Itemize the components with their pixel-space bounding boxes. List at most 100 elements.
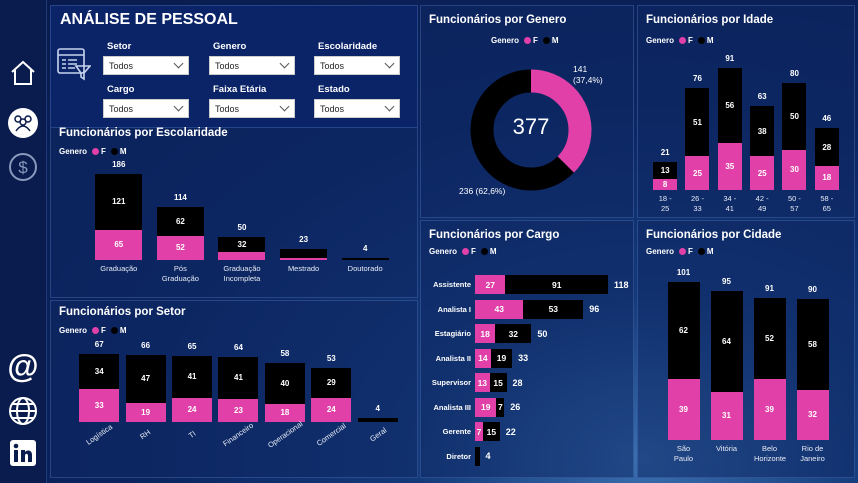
filter-dropdown[interactable]: Todos: [103, 99, 189, 118]
bar-stack[interactable]: 95 64 31: [710, 277, 743, 440]
bar-segment-m[interactable]: 53: [523, 299, 584, 319]
bar-segment-f[interactable]: 19: [475, 397, 497, 417]
filter-dropdown[interactable]: Todos: [209, 56, 295, 75]
bar-stack[interactable]: 58 40 18: [264, 349, 305, 422]
bar-segment-f[interactable]: 32: [796, 389, 829, 440]
plot-area: 21 13 8 76 51 25 91 56 35 63 38 25 80 50 30 46 28 18: [649, 54, 843, 190]
bar-segment-f[interactable]: 35: [717, 143, 742, 190]
bar-segment-f[interactable]: 24: [172, 397, 213, 422]
bar-stack[interactable]: 114 62 52: [156, 193, 204, 260]
bar-segment-m[interactable]: 15: [482, 422, 500, 441]
dollar-icon[interactable]: $: [6, 150, 40, 184]
bar-segment-f[interactable]: 19: [125, 402, 166, 422]
bar-segment-f[interactable]: 25: [750, 156, 775, 190]
bar-segment-f[interactable]: 39: [753, 379, 786, 440]
globe-icon[interactable]: [6, 394, 40, 428]
bar-stack[interactable]: 63 38 25: [750, 92, 775, 190]
bar-segment-f[interactable]: 33: [79, 388, 120, 422]
bar-segment-m[interactable]: 29: [311, 368, 352, 398]
bar-stack[interactable]: 76 51 25: [685, 74, 710, 190]
bar-value-f: 24: [326, 405, 336, 415]
bar-segment-m[interactable]: 40: [264, 363, 305, 404]
bar-segment-f[interactable]: 14: [475, 348, 491, 368]
bar-segment-m[interactable]: 41: [218, 357, 259, 399]
bar-segment-f[interactable]: 27: [475, 275, 506, 294]
bar-segment-m[interactable]: [341, 258, 389, 260]
bar-stack[interactable]: 186 121 65: [95, 160, 143, 260]
bar-stack[interactable]: 67 34 33: [79, 340, 120, 422]
bar-segment-m[interactable]: 41: [172, 356, 213, 398]
bar-segment-m[interactable]: 51: [685, 88, 710, 157]
bar-stack[interactable]: 80 50 30: [782, 69, 807, 190]
home-icon[interactable]: [6, 56, 40, 90]
bar-segment-f[interactable]: 13: [475, 373, 490, 392]
bar-stack[interactable]: 66 47 19: [125, 341, 166, 422]
people-icon[interactable]: [6, 106, 40, 140]
bar-segment-f[interactable]: 8: [653, 179, 678, 190]
filter-dropdown[interactable]: Todos: [103, 56, 189, 75]
bar-segment-f[interactable]: 39: [667, 379, 700, 440]
bar-segment-m[interactable]: 13: [653, 161, 678, 180]
bar-segment-f[interactable]: 43: [475, 299, 524, 319]
bar-segment-m[interactable]: 50: [782, 82, 807, 150]
linkedin-icon[interactable]: [6, 436, 40, 470]
bar-stack[interactable]: 64 41 23: [218, 343, 259, 422]
filter-dropdown[interactable]: Todos: [314, 56, 400, 75]
bar-stack[interactable]: 23: [280, 235, 328, 260]
bar-stack[interactable]: 4: [357, 404, 398, 422]
bar-stack[interactable]: 50 32: [218, 222, 266, 260]
y-axis-label: Analista II: [435, 353, 471, 363]
donut-slice-m[interactable]: [470, 69, 592, 191]
bar-segment-m[interactable]: 32: [495, 324, 532, 343]
bar-segment-m[interactable]: 56: [717, 68, 742, 144]
bar-segment-m[interactable]: 62: [156, 207, 204, 236]
bar-stack[interactable]: 91 56 35: [717, 54, 742, 190]
bar-segment-f[interactable]: 25: [685, 156, 710, 190]
bar-stack[interactable]: 90 58 32: [796, 285, 829, 440]
bar-segment-m[interactable]: 58: [796, 299, 829, 390]
bar-segment-f[interactable]: 18: [475, 324, 496, 343]
bar-segment-m[interactable]: 91: [505, 275, 608, 294]
bar-stack[interactable]: 46 28 18: [814, 114, 839, 190]
donut-label-f: 141 (37,4%): [573, 64, 603, 85]
bar-segment-f[interactable]: 24: [311, 397, 352, 422]
bar-segment-m[interactable]: 38: [750, 105, 775, 157]
x-axis-label: Comercial: [314, 421, 348, 448]
bar-stack[interactable]: 101 62 39: [667, 268, 700, 440]
bar-segment-m[interactable]: 28: [814, 128, 839, 166]
bar-segment-f[interactable]: 30: [782, 149, 807, 190]
at-icon[interactable]: @: [6, 350, 40, 384]
bar-segment-m[interactable]: 121: [95, 174, 143, 230]
bar-stack[interactable]: 21 13 8: [653, 148, 678, 190]
bar-total-label: 50: [237, 222, 247, 232]
filter-dropdown[interactable]: Todos: [209, 99, 295, 118]
bar-segment-m[interactable]: 64: [710, 291, 743, 392]
bar-segment-f[interactable]: 52: [156, 235, 204, 260]
bar-segment-m[interactable]: [475, 446, 480, 466]
bar-segment-f[interactable]: 18: [264, 403, 305, 422]
filter-dropdown[interactable]: Todos: [314, 99, 400, 118]
bar-segment-f[interactable]: 65: [95, 229, 143, 260]
bar-stack[interactable]: 4: [341, 244, 389, 260]
bar-segment-f[interactable]: [280, 257, 328, 260]
bar-stack[interactable]: 91 52 39: [753, 284, 786, 440]
bar-stack[interactable]: 65 41 24: [172, 342, 213, 422]
bar-segment-m[interactable]: [280, 249, 328, 258]
bar-total-label: 114: [173, 193, 187, 203]
bar-segment-m[interactable]: [357, 417, 398, 422]
bar-segment-m[interactable]: 32: [218, 236, 266, 252]
bar-segment-m[interactable]: 62: [667, 282, 700, 379]
bar-value-f: 32: [808, 410, 817, 420]
bar-segment-m[interactable]: 52: [753, 297, 786, 379]
bar-segment-m[interactable]: 19: [490, 348, 513, 368]
bar-segment-f[interactable]: 23: [218, 398, 259, 422]
bar-segment-f[interactable]: [218, 251, 266, 260]
bar-segment-f[interactable]: 7: [475, 422, 483, 441]
bar-segment-m[interactable]: 15: [489, 373, 507, 392]
bar-segment-m[interactable]: 7: [496, 397, 505, 417]
bar-segment-m[interactable]: 34: [79, 354, 120, 389]
bar-stack[interactable]: 53 29 24: [311, 354, 352, 422]
bar-segment-m[interactable]: 47: [125, 355, 166, 403]
bar-segment-f[interactable]: 31: [710, 391, 743, 440]
bar-segment-f[interactable]: 18: [814, 165, 839, 190]
